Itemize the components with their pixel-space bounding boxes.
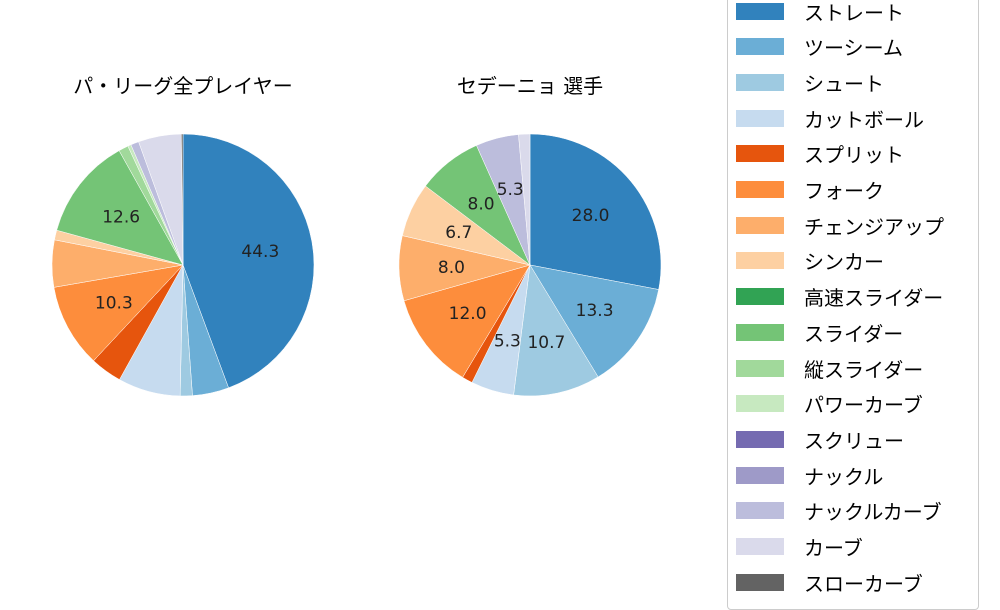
legend-label: ツーシーム bbox=[804, 36, 903, 61]
legend-item: スクリュー bbox=[736, 427, 904, 453]
pie-slice bbox=[182, 133, 315, 389]
chart-title-player: セデーニョ 選手 bbox=[456, 74, 604, 98]
legend-item: ストレート bbox=[736, 0, 904, 25]
slice-value-label: 13.3 bbox=[576, 301, 614, 321]
pie-slice bbox=[513, 264, 599, 397]
legend-swatch bbox=[736, 181, 784, 198]
pie-league: 44.3 10.3 12.6 bbox=[51, 133, 315, 397]
slice-value-label: 6.7 bbox=[445, 223, 472, 243]
legend: ストレートツーシームシュートカットボール スプリットフォークチェンジアップ シンカー… bbox=[727, 0, 979, 610]
pie-slice bbox=[529, 264, 659, 378]
legend-label: 縦スライダー bbox=[804, 357, 924, 382]
legend-item: カットボール bbox=[736, 106, 924, 132]
legend-item: ナックルカーブ bbox=[736, 499, 942, 525]
pie-slice bbox=[181, 133, 184, 266]
legend-item: 縦スライダー bbox=[736, 356, 924, 382]
legend-item: カーブ bbox=[736, 535, 863, 560]
legend-item: フォーク bbox=[736, 178, 884, 203]
legend-swatch bbox=[736, 502, 784, 520]
legend-item: スライダー bbox=[736, 320, 904, 346]
legend-swatch bbox=[736, 538, 784, 555]
legend-label: ナックル bbox=[804, 464, 884, 489]
legend-swatch bbox=[736, 430, 784, 448]
legend-item: シンカー bbox=[736, 249, 884, 275]
legend-swatch bbox=[736, 216, 784, 234]
legend-item: パワーカーブ bbox=[736, 392, 923, 418]
slice-value-label: 12.6 bbox=[102, 207, 140, 227]
pie-slice bbox=[518, 133, 531, 266]
slice-value-label: 5.3 bbox=[494, 331, 521, 351]
legend-item: ナックル bbox=[736, 463, 884, 489]
legend-label: スローカーブ bbox=[804, 571, 923, 596]
legend-label: チェンジアップ bbox=[804, 214, 944, 239]
slice-value-label: 10.7 bbox=[527, 333, 565, 353]
legend-label: 高速スライダー bbox=[804, 286, 944, 311]
legend-swatch bbox=[736, 395, 784, 413]
legend-item: ツーシーム bbox=[736, 35, 903, 61]
legend-swatch bbox=[736, 38, 784, 56]
legend-item: 高速スライダー bbox=[736, 285, 944, 311]
legend-swatch bbox=[736, 2, 784, 20]
pie-slice bbox=[56, 150, 184, 266]
legend-swatch bbox=[736, 323, 784, 341]
pie-slice bbox=[403, 264, 531, 378]
legend-swatch bbox=[736, 288, 784, 306]
legend-swatch bbox=[736, 359, 784, 377]
legend-label: カットボール bbox=[804, 107, 924, 132]
legend-label: スクリュー bbox=[804, 428, 904, 453]
slice-value-label: 44.3 bbox=[241, 242, 279, 262]
legend-label: カーブ bbox=[804, 536, 863, 560]
legend-label: フォーク bbox=[804, 179, 884, 203]
legend-label: シンカー bbox=[804, 250, 884, 275]
legend-swatch bbox=[736, 573, 784, 591]
legend-item: スプリット bbox=[736, 142, 904, 168]
legend-label: パワーカーブ bbox=[804, 393, 923, 418]
legend-label: ストレート bbox=[804, 0, 904, 25]
legend-label: スプリット bbox=[804, 143, 904, 168]
legend-swatch bbox=[736, 145, 784, 163]
slice-value-label: 28.0 bbox=[572, 206, 610, 226]
legend-swatch bbox=[736, 252, 784, 270]
slice-value-label: 10.3 bbox=[95, 293, 133, 313]
legend-item: スローカーブ bbox=[736, 570, 923, 596]
legend-item: シュート bbox=[736, 70, 884, 96]
legend-item: チェンジアップ bbox=[736, 213, 944, 239]
legend-label: シュート bbox=[804, 71, 884, 96]
legend-swatch bbox=[736, 73, 784, 91]
legend-label: ナックルカーブ bbox=[804, 500, 942, 525]
pie-player: 28.013.310.75.312.08.06.78.05.3 bbox=[398, 133, 662, 397]
legend-label: スライダー bbox=[804, 321, 904, 346]
pie-slice bbox=[53, 264, 184, 362]
slice-value-label: 8.0 bbox=[438, 258, 465, 278]
slice-value-label: 8.0 bbox=[468, 195, 495, 215]
slice-value-label: 12.0 bbox=[449, 304, 487, 324]
pie-slice bbox=[529, 133, 662, 290]
legend-swatch bbox=[736, 109, 784, 127]
slice-value-label: 5.3 bbox=[497, 180, 524, 200]
legend-swatch bbox=[736, 466, 784, 484]
chart-title-league: パ・リーグ全プレイヤー bbox=[73, 74, 293, 98]
